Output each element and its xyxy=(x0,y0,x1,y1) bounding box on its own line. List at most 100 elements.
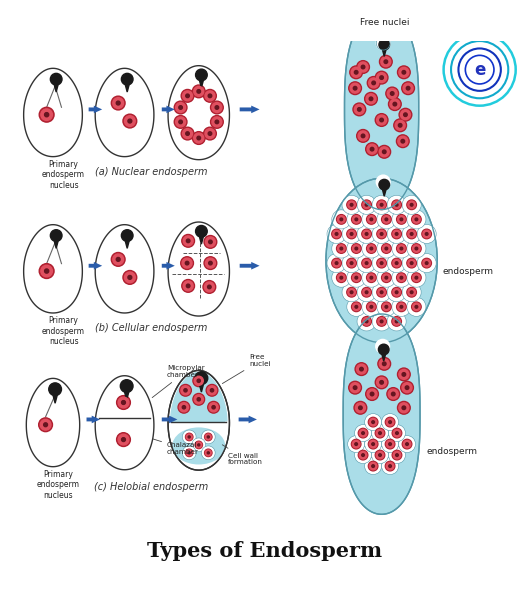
Circle shape xyxy=(368,417,378,427)
Circle shape xyxy=(352,274,360,282)
Circle shape xyxy=(365,262,368,265)
Circle shape xyxy=(367,244,376,254)
Circle shape xyxy=(363,260,370,267)
Circle shape xyxy=(123,114,137,128)
Circle shape xyxy=(361,134,365,137)
Circle shape xyxy=(398,303,405,310)
Circle shape xyxy=(387,312,406,331)
Circle shape xyxy=(415,247,418,250)
Circle shape xyxy=(196,442,201,448)
Circle shape xyxy=(401,381,413,394)
Circle shape xyxy=(358,428,368,438)
Circle shape xyxy=(111,252,125,266)
Circle shape xyxy=(352,303,360,310)
Circle shape xyxy=(187,450,192,456)
Circle shape xyxy=(398,401,410,414)
Circle shape xyxy=(370,218,373,221)
Circle shape xyxy=(358,450,368,460)
Circle shape xyxy=(120,379,133,392)
Circle shape xyxy=(196,69,207,81)
Text: (a) Nuclear endosperm: (a) Nuclear endosperm xyxy=(95,167,207,177)
Circle shape xyxy=(402,382,412,393)
Text: Types of Endosperm: Types of Endosperm xyxy=(147,541,383,561)
Circle shape xyxy=(340,276,343,279)
Circle shape xyxy=(377,239,396,258)
Circle shape xyxy=(375,428,385,438)
Circle shape xyxy=(392,200,401,210)
Circle shape xyxy=(338,216,345,223)
Circle shape xyxy=(335,233,338,235)
Circle shape xyxy=(360,367,363,371)
Circle shape xyxy=(367,214,376,224)
Circle shape xyxy=(412,214,421,224)
Circle shape xyxy=(337,244,346,254)
Circle shape xyxy=(350,382,360,393)
Circle shape xyxy=(365,291,368,294)
Circle shape xyxy=(175,117,186,127)
Circle shape xyxy=(113,98,123,108)
Circle shape xyxy=(400,247,403,250)
Circle shape xyxy=(184,389,187,392)
Circle shape xyxy=(413,274,420,282)
Circle shape xyxy=(398,66,410,79)
Circle shape xyxy=(348,230,355,238)
Circle shape xyxy=(355,104,364,114)
Circle shape xyxy=(400,276,403,279)
Circle shape xyxy=(395,291,398,294)
Circle shape xyxy=(182,446,196,459)
Circle shape xyxy=(378,432,382,434)
Circle shape xyxy=(365,436,382,453)
Circle shape xyxy=(398,274,405,282)
Circle shape xyxy=(378,230,385,238)
Circle shape xyxy=(348,288,355,296)
Circle shape xyxy=(204,235,217,248)
Circle shape xyxy=(398,368,410,381)
Circle shape xyxy=(403,441,411,448)
Circle shape xyxy=(362,229,372,239)
Circle shape xyxy=(179,106,182,109)
Circle shape xyxy=(387,224,406,244)
Circle shape xyxy=(333,260,340,267)
Circle shape xyxy=(197,398,200,401)
Circle shape xyxy=(391,92,394,95)
Circle shape xyxy=(352,441,360,448)
Circle shape xyxy=(337,214,346,224)
Circle shape xyxy=(402,406,405,409)
Circle shape xyxy=(380,233,383,235)
Circle shape xyxy=(347,229,356,239)
Circle shape xyxy=(393,318,400,325)
Circle shape xyxy=(43,423,48,426)
Circle shape xyxy=(402,254,421,273)
Circle shape xyxy=(362,268,381,287)
Circle shape xyxy=(40,419,51,430)
Circle shape xyxy=(186,433,193,441)
Circle shape xyxy=(377,258,386,268)
Circle shape xyxy=(380,262,383,265)
Circle shape xyxy=(355,425,372,442)
Circle shape xyxy=(383,245,390,252)
Circle shape xyxy=(183,281,193,291)
Circle shape xyxy=(399,403,409,413)
Circle shape xyxy=(327,224,346,244)
Circle shape xyxy=(385,247,388,250)
Circle shape xyxy=(358,108,361,111)
Circle shape xyxy=(401,139,404,143)
Circle shape xyxy=(355,363,368,376)
Circle shape xyxy=(375,450,385,460)
Circle shape xyxy=(354,401,367,414)
Circle shape xyxy=(407,210,426,229)
Circle shape xyxy=(215,120,219,123)
Circle shape xyxy=(408,260,416,267)
Circle shape xyxy=(403,83,413,93)
Circle shape xyxy=(377,378,386,387)
Circle shape xyxy=(393,102,396,106)
Circle shape xyxy=(204,127,216,140)
Circle shape xyxy=(186,449,193,456)
Circle shape xyxy=(41,265,52,277)
Polygon shape xyxy=(26,378,80,467)
Circle shape xyxy=(368,461,378,471)
Circle shape xyxy=(369,419,377,426)
Circle shape xyxy=(376,452,384,459)
Circle shape xyxy=(188,436,190,438)
Circle shape xyxy=(377,298,396,316)
